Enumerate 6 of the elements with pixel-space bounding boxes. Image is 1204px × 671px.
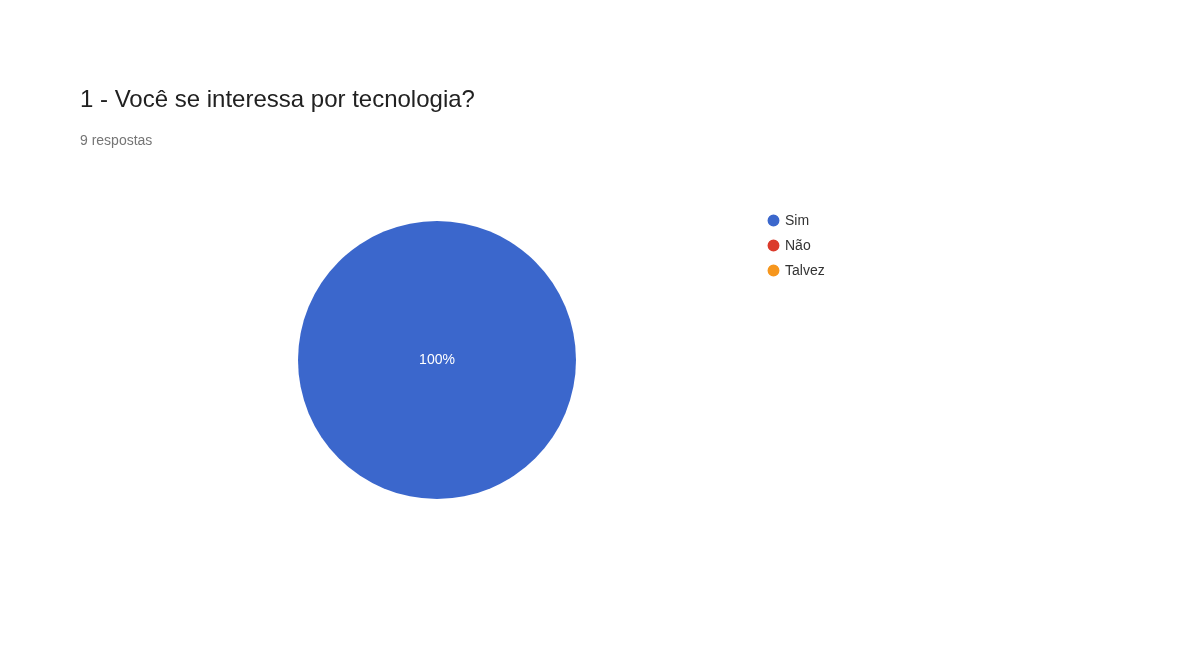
text: 9 respostas bbox=[80, 132, 153, 148]
chart-title: 1 - Você se interessa por tecnologia? bbox=[80, 85, 475, 112]
legend-label: Talvez bbox=[785, 261, 825, 278]
legend-label: Não bbox=[785, 236, 811, 253]
data-label: 100% bbox=[419, 351, 455, 367]
legend-label: Sim bbox=[785, 211, 810, 228]
